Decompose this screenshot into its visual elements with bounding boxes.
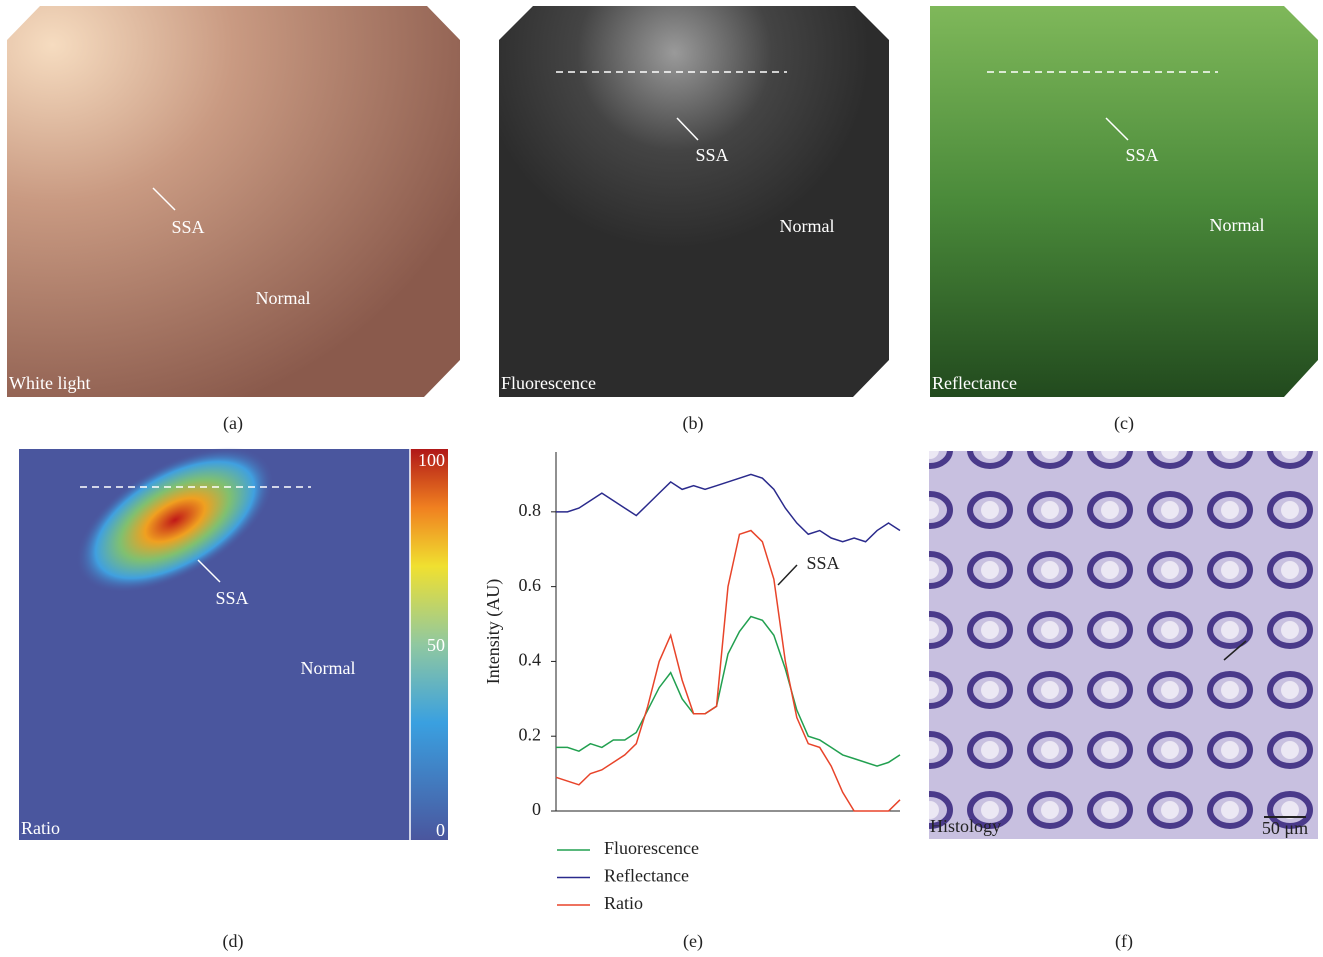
legend-label: Ratio [604,893,643,913]
y-tick-label: 0.2 [519,724,542,744]
panel-label: Ratio [21,818,60,838]
y-axis-label: Intensity (AU) [483,579,504,684]
line [556,617,900,767]
annotation: SSA [695,145,728,165]
panel-d: Ratio SSA Normal (d) [19,417,448,952]
arrow [778,565,797,585]
colorbar-tick-label: 0 [436,820,445,840]
panel-label: Reflectance [932,373,1017,393]
colorbar-tick-label: 100 [418,450,445,470]
panel-label: Histology [930,816,1001,836]
caption: (f) [1115,931,1133,952]
scale-bar-label: 50 μm [1262,818,1308,838]
annotation: SSA [215,588,248,608]
panel-f: Histology 50 μm (f) [929,451,1318,952]
image [499,6,889,397]
legend-label: Reflectance [604,866,689,886]
line [556,531,900,811]
line [556,474,900,541]
panel-a: White light SSA Normal (a) [7,6,460,434]
panel-e: SSA (e) [683,553,840,952]
image [7,6,460,397]
caption: (d) [223,931,244,952]
y-tick-label: 0.8 [519,500,542,520]
colorbar-tick-label: 50 [427,635,445,655]
panel-c: Reflectance SSA Normal (c) [930,6,1318,434]
image [930,6,1318,397]
annotation: SSA [171,217,204,237]
y-tick-label: 0 [532,799,541,819]
caption: (c) [1114,413,1134,434]
caption: (b) [683,413,704,434]
legend-label: Fluorescence [604,838,699,858]
image [929,451,1318,839]
annotation: Normal [780,216,835,236]
annotation: Normal [1210,215,1265,235]
caption: (a) [223,413,243,434]
panel-label: Fluorescence [501,373,596,393]
annotation: Normal [256,288,311,308]
annotation: Normal [301,658,356,678]
annotation: SSA [1125,145,1158,165]
figure: White light SSA Normal (a) Fluorescence … [0,0,1323,957]
panel-label: White light [9,373,90,393]
y-tick-label: 0.6 [519,575,542,595]
annotation: SSA [806,553,839,573]
y-tick-label: 0.4 [519,650,542,670]
page: White light SSA Normal (a) Fluorescence … [0,0,1323,957]
panel-b: Fluorescence SSA Normal (b) [499,6,889,434]
caption: (e) [683,931,703,952]
